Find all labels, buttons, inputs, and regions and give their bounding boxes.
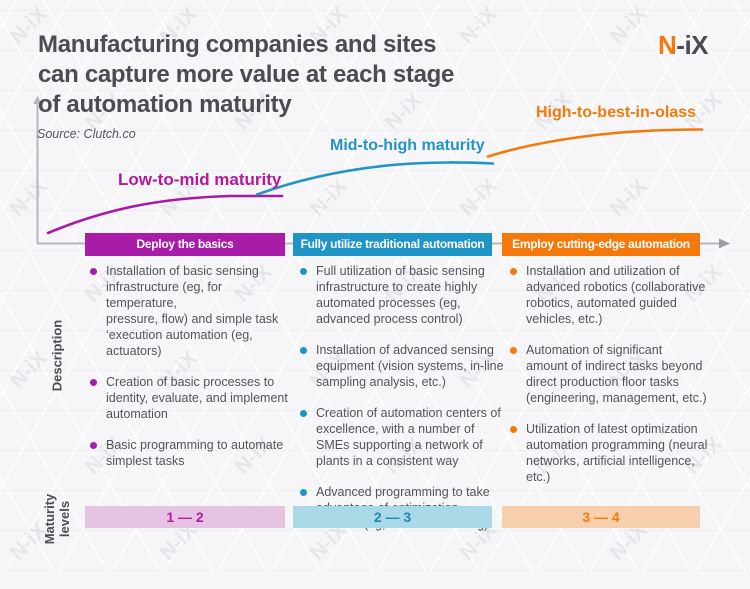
bullet-dot-icon — [90, 379, 97, 386]
curve-label-low: Low-to-mid maturity — [118, 170, 282, 189]
x-axis-arrow-icon — [719, 238, 730, 249]
curve-mid-to-high — [255, 161, 495, 196]
bullet-dot-icon — [300, 268, 307, 275]
stage-header-cutting-edge: Employ cutting-edge automation — [502, 233, 700, 256]
logo-part-orange: N — [658, 30, 677, 60]
curve-low-to-mid — [46, 194, 284, 235]
maturity-level-badge-1: 1 — 2 — [85, 506, 285, 528]
bullet-text: Installation of advanced sensing equipme… — [316, 343, 504, 389]
bullet-dot-icon — [510, 347, 517, 354]
row-label-maturity-levels: Maturity levels — [42, 493, 72, 545]
logo-part-dark: -iX — [676, 30, 709, 60]
maturity-level-badge-3: 3 — 4 — [502, 506, 700, 528]
bullet-text: Installation and utilization of advanced… — [526, 264, 706, 326]
nix-logo: N-iX — [658, 30, 709, 61]
list-item: Full utilization of basic sensing infras… — [300, 263, 506, 327]
list-item: Basic programming to automate simplest t… — [90, 437, 296, 469]
row-label-description: Description — [49, 319, 65, 392]
curve-high-to-best — [486, 128, 704, 158]
list-item: Automation of significant amount of indi… — [510, 342, 726, 406]
bullet-dot-icon — [90, 268, 97, 275]
stage1-bullet-list: Installation of basic sensing infrastruc… — [90, 263, 296, 484]
bullet-dot-icon — [300, 489, 307, 496]
bullet-text: Installation of basic sensing infrastruc… — [106, 264, 279, 358]
list-item: Creation of automation centers of excell… — [300, 405, 506, 469]
bullet-text: Creation of automation centers of excell… — [316, 406, 501, 468]
page-title: Manufacturing companies and sites can ca… — [38, 31, 455, 118]
list-item: Installation and utilization of advanced… — [510, 263, 726, 327]
bullet-dot-icon — [90, 442, 97, 449]
background-pattern — [0, 0, 750, 571]
bullet-dot-icon — [300, 410, 307, 417]
stage-header-deploy-basics: Deploy the basics — [85, 233, 285, 256]
curve-label-mid: Mid-to-high maturity — [330, 137, 485, 154]
bullet-dot-icon — [510, 426, 517, 433]
list-item: Utilization of latest optimization autom… — [510, 421, 726, 485]
list-item: Creation of basic processes to identity,… — [90, 374, 296, 422]
curve-label-high: High-to-best-in-olass — [536, 104, 696, 121]
stage2-bullet-list: Full utilization of basic sensing infras… — [300, 263, 506, 547]
bullet-text: Basic programming to automate simplest t… — [106, 438, 284, 468]
stage-header-traditional: Fully utilize traditional automation — [293, 233, 492, 256]
y-axis-arrow-icon — [33, 96, 42, 104]
list-item: Installation of basic sensing infrastruc… — [90, 263, 296, 359]
list-item: Installation of advanced sensing equipme… — [300, 342, 506, 390]
maturity-level-badge-2: 2 — 3 — [293, 506, 492, 528]
bullet-text: Creation of basic processes to identity,… — [106, 375, 288, 421]
bullet-dot-icon — [510, 268, 517, 275]
source-caption: Source: Clutch.co — [37, 127, 136, 141]
bullet-text: Automation of significant amount of indi… — [526, 343, 707, 405]
bullet-text: Full utilization of basic sensing infras… — [316, 264, 485, 326]
bullet-text: Utilization of latest optimization autom… — [526, 422, 708, 484]
bullet-dot-icon — [300, 347, 307, 354]
stage3-bullet-list: Installation and utilization of advanced… — [510, 263, 726, 500]
